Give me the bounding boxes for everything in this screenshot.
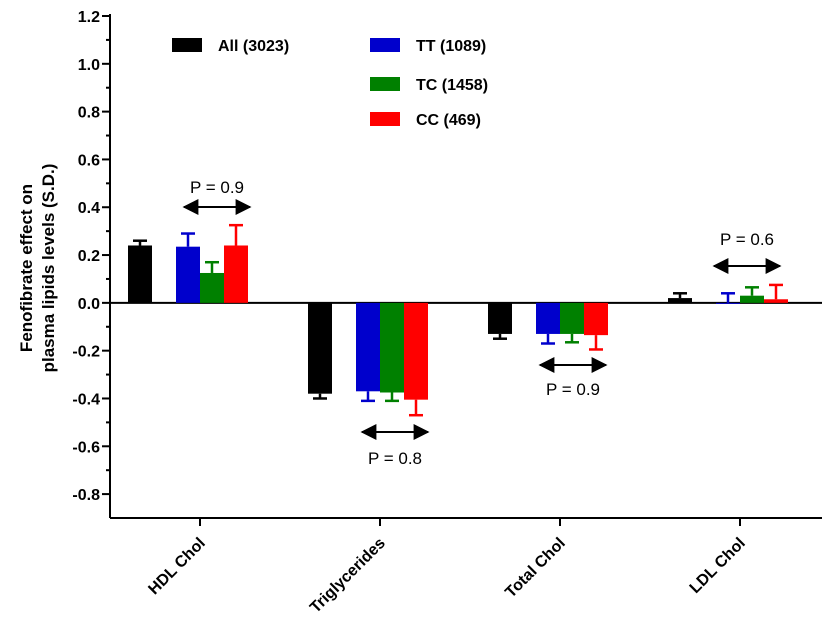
bar xyxy=(764,299,788,303)
y-axis-label-line: plasma lipids levels (S.D.) xyxy=(39,164,58,373)
bar xyxy=(308,302,332,394)
y-tick-label: 1.2 xyxy=(78,9,100,26)
x-axis: HDL Chol Triglycerides Total Chol LDL Chol xyxy=(110,517,822,617)
y-tick-label: 0.6 xyxy=(78,152,100,169)
bar xyxy=(536,302,560,334)
bar xyxy=(356,302,380,392)
bar xyxy=(380,302,404,393)
p-value-label: P = 0.6 xyxy=(720,230,774,249)
y-tick-label: -0.6 xyxy=(72,439,100,456)
x-category-label: Triglycerides xyxy=(307,535,389,617)
y-tick-label: -0.4 xyxy=(72,391,100,408)
bar xyxy=(584,302,608,336)
p-value-annotations: P = 0.9 P = 0.8 P = 0.9 P = 0.6 xyxy=(182,178,782,468)
bar xyxy=(128,245,152,303)
legend-swatch xyxy=(370,38,400,52)
x-category-label: LDL Chol xyxy=(687,535,749,597)
legend-swatch xyxy=(370,112,400,126)
y-tick-label: 0.2 xyxy=(78,248,100,265)
bar xyxy=(668,298,692,303)
p-value-label: P = 0.9 xyxy=(546,380,600,399)
legend-swatch xyxy=(370,77,400,91)
bar xyxy=(716,302,740,304)
y-tick-label: 0.4 xyxy=(78,200,100,217)
bar xyxy=(560,302,584,334)
bar xyxy=(176,246,200,303)
y-axis-label-line: Fenofibrate effect on xyxy=(17,184,36,352)
y-tick-label: -0.8 xyxy=(72,487,100,504)
bars xyxy=(128,223,788,417)
bar xyxy=(224,245,248,303)
y-tick-label: 1.0 xyxy=(78,57,100,74)
bar xyxy=(488,302,512,334)
p-value-label: P = 0.8 xyxy=(368,449,422,468)
legend-label: All (3023) xyxy=(218,38,289,55)
legend-label: TC (1458) xyxy=(416,77,488,94)
y-tick-label: 0.8 xyxy=(78,105,100,122)
y-tick-label: 0.0 xyxy=(78,296,100,313)
x-category-label: Total Chol xyxy=(502,535,568,601)
bar xyxy=(200,272,224,303)
bar xyxy=(740,295,764,303)
p-value-label: P = 0.9 xyxy=(190,178,244,197)
legend-swatch xyxy=(172,38,202,52)
legend-label: CC (469) xyxy=(416,112,481,129)
y-axis-label: Fenofibrate effect on plasma lipids level… xyxy=(17,164,58,373)
y-axis: -0.8 -0.6 -0.4 -0.2 0.0 0.2 0.4 0.6 0.8 1.0 1.2 xyxy=(72,9,822,518)
bar xyxy=(404,302,428,400)
y-tick-label: -0.2 xyxy=(72,344,100,361)
legend-label: TT (1089) xyxy=(416,38,486,55)
x-category-label: HDL Chol xyxy=(145,535,208,598)
legend: All (3023) TT (1089) TC (1458) CC (469) xyxy=(172,38,488,129)
